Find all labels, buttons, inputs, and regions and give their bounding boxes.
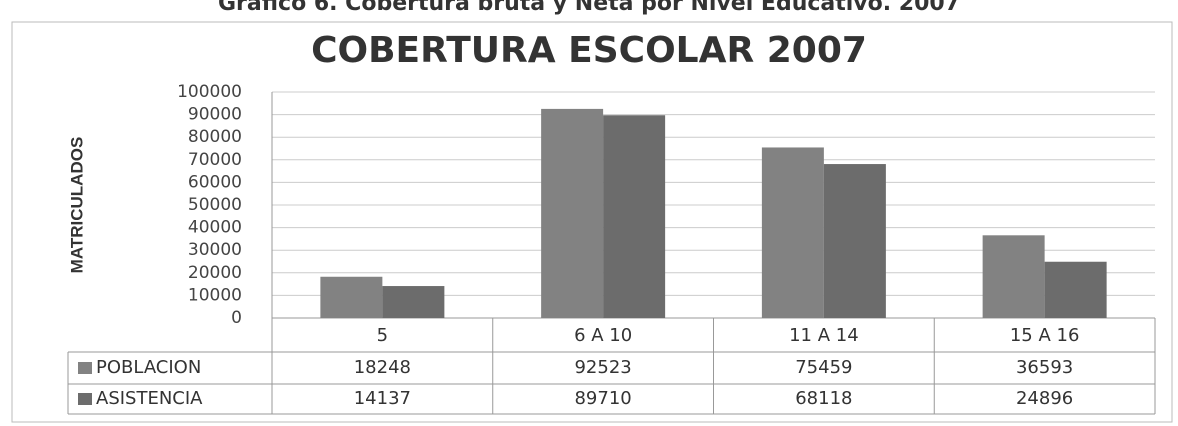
table-value: 68118 [795,388,852,409]
caption: Grafico 6. Cobertura bruta y Neta por Ni… [218,0,960,16]
bar [603,115,666,318]
y-axis-label: MATRICULADOS [67,137,86,274]
bar [982,235,1045,318]
bar [382,286,445,318]
y-tick-label: 30000 [188,240,242,260]
y-tick-label: 20000 [188,263,242,283]
table-value: 14137 [354,388,411,409]
y-tick-label: 60000 [188,172,242,192]
table-value: 18248 [354,357,411,378]
y-tick-label: 80000 [188,127,242,147]
chart-title: COBERTURA ESCOLAR 2007 [311,30,867,71]
table-value: 89710 [574,388,631,409]
x-tick-label: 6 A 10 [574,325,632,346]
y-tick-label: 0 [231,308,242,328]
y-tick-label: 10000 [188,285,242,305]
legend-swatch [78,362,92,374]
bar [1044,261,1107,318]
table-value: 36593 [1016,357,1073,378]
legend-label: ASISTENCIA [96,388,203,409]
y-tick-label: 50000 [188,195,242,215]
bar [823,164,886,318]
bar [761,147,824,318]
bar [320,276,383,318]
table-value: 92523 [574,357,631,378]
y-tick-label: 70000 [188,150,242,170]
bar [541,108,604,319]
y-tick-label: 40000 [188,218,242,238]
table-value: 24896 [1016,388,1073,409]
table-value: 75459 [795,357,852,378]
x-tick-label: 15 A 16 [1010,325,1080,346]
legend-label: POBLACION [96,357,201,378]
x-tick-label: 11 A 14 [789,325,859,346]
y-tick-label: 90000 [188,105,242,125]
x-tick-label: 5 [377,325,388,346]
y-tick-label: 100000 [177,82,242,102]
legend-swatch [78,393,92,405]
